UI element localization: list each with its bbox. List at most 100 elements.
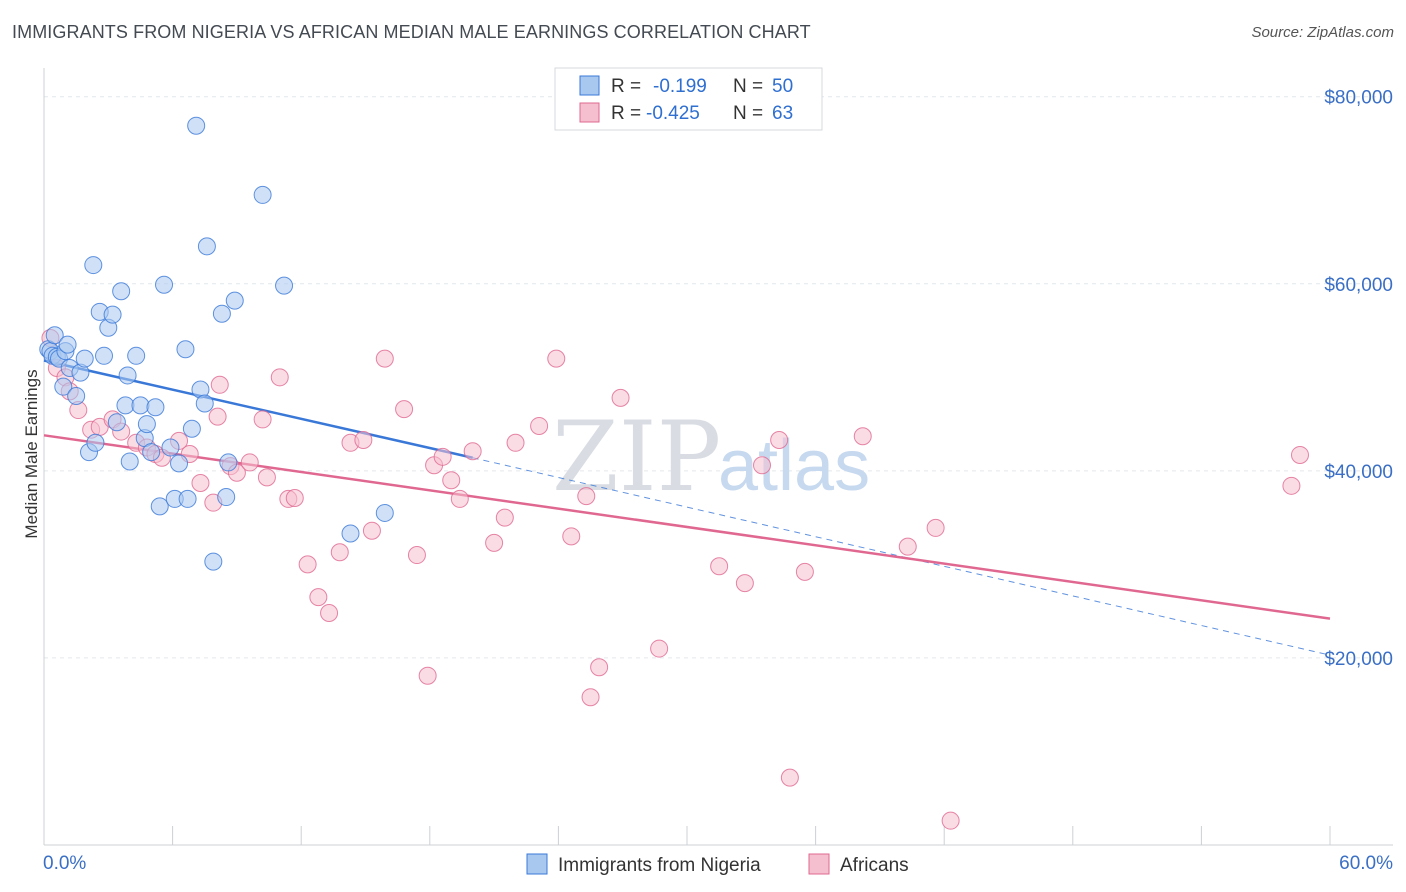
data-point-africans (210, 375, 229, 394)
data-point-africans (650, 639, 669, 658)
tick-labels: $20,000 $40,000 $60,000 $80,000 0.0% 60.0% (43, 88, 1393, 874)
legend-r-label-2: R = (611, 103, 641, 124)
series-legend: Immigrants from Nigeria Africans (526, 853, 909, 876)
data-point-nigeria (219, 453, 238, 472)
data-point-africans (611, 388, 630, 407)
data-point-nigeria (118, 366, 137, 385)
watermark: ZIP atlas (552, 401, 870, 513)
data-point-africans (309, 588, 328, 607)
data-point-africans (270, 368, 289, 387)
trend-line-africans (43, 434, 1331, 620)
chart-title: IMMIGRANTS FROM NIGERIA VS AFRICAN MEDIA… (12, 22, 811, 42)
data-point-africans (298, 555, 317, 574)
data-point-nigeria (225, 291, 244, 310)
data-point-nigeria (146, 398, 165, 417)
data-point-africans (285, 488, 304, 507)
legend-n-label-2: N = (733, 103, 763, 124)
data-point-africans (562, 527, 581, 546)
data-point-nigeria (204, 552, 223, 571)
data-point-nigeria (197, 237, 216, 256)
data-point-nigeria (155, 275, 174, 294)
legend-n-value-1: 50 (772, 76, 793, 97)
data-point-nigeria (120, 452, 139, 471)
data-point-africans (442, 471, 461, 490)
chart-source: Source: ZipAtlas.com (1251, 24, 1394, 41)
data-point-africans (463, 442, 482, 461)
data-point-nigeria (187, 116, 206, 135)
data-point-nigeria (84, 256, 103, 275)
data-point-nigeria (58, 335, 77, 354)
data-point-africans (240, 453, 259, 472)
trend-line-nigeria (43, 359, 473, 459)
data-point-nigeria (170, 454, 189, 473)
data-point-africans (208, 407, 227, 426)
data-point-africans (495, 508, 514, 527)
axes (43, 68, 1393, 846)
legend-swatch-africans (579, 102, 600, 123)
bottom-legend-swatch-nigeria (526, 853, 548, 875)
data-point-nigeria (275, 276, 294, 295)
legend-r-value-1: -0.199 (653, 76, 707, 97)
data-point-africans (853, 427, 872, 446)
data-point-nigeria (116, 396, 135, 415)
x-tick-label: 0.0% (43, 853, 86, 874)
data-point-africans (320, 604, 339, 623)
data-point-africans (530, 416, 549, 435)
data-point-nigeria (127, 346, 146, 365)
bottom-legend-swatch-africans (808, 853, 830, 875)
bottom-legend-label-africans: Africans (840, 855, 909, 876)
data-point-africans (257, 468, 276, 487)
data-point-nigeria (217, 488, 236, 507)
legend-n-value-2: 63 (772, 103, 793, 124)
data-point-africans (753, 456, 772, 475)
data-point-africans (191, 474, 210, 493)
data-point-africans (354, 430, 373, 449)
x-tick-label: 60.0% (1339, 853, 1393, 874)
data-point-nigeria (150, 497, 169, 516)
y-tick-label: $20,000 (1324, 649, 1393, 670)
data-point-africans (795, 562, 814, 581)
data-point-nigeria (195, 394, 214, 413)
data-point-nigeria (182, 419, 201, 438)
watermark-atlas: atlas (718, 426, 870, 506)
data-point-nigeria (375, 503, 394, 522)
data-point-africans (581, 688, 600, 707)
data-point-nigeria (131, 396, 150, 415)
data-point-africans (450, 489, 469, 508)
y-axis-label: Median Male Earnings (22, 369, 41, 538)
data-point-nigeria (75, 349, 94, 368)
y-tick-label: $40,000 (1324, 462, 1393, 483)
data-point-africans (710, 557, 729, 576)
data-point-nigeria (137, 415, 156, 434)
data-point-africans (506, 433, 525, 452)
data-point-africans (898, 537, 917, 556)
data-point-nigeria (45, 326, 64, 345)
data-point-nigeria (67, 387, 86, 406)
data-point-africans (1290, 445, 1309, 464)
data-point-africans (780, 768, 799, 787)
data-point-africans (926, 518, 945, 537)
data-point-nigeria (112, 282, 131, 301)
data-point-africans (375, 349, 394, 368)
data-point-nigeria (161, 438, 180, 457)
data-point-nigeria (95, 346, 114, 365)
data-point-africans (547, 349, 566, 368)
legend-n-label-1: N = (733, 76, 763, 97)
legend-r-label-1: R = (611, 76, 641, 97)
data-point-africans (407, 546, 426, 565)
data-point-nigeria (86, 433, 105, 452)
data-point-africans (770, 430, 789, 449)
data-point-africans (590, 658, 609, 677)
data-point-africans (330, 543, 349, 562)
data-point-nigeria (103, 305, 122, 324)
y-tick-label: $80,000 (1324, 88, 1393, 109)
data-point-africans (253, 410, 272, 429)
trend-line-nigeria-extrapolated (472, 457, 1331, 656)
legend-r-value-2: -0.425 (646, 103, 700, 124)
y-tick-label: $60,000 (1324, 275, 1393, 296)
data-point-africans (1282, 476, 1301, 495)
bottom-legend-label-nigeria: Immigrants from Nigeria (558, 855, 761, 876)
data-point-africans (362, 521, 381, 540)
legend-swatch-nigeria (579, 75, 600, 96)
